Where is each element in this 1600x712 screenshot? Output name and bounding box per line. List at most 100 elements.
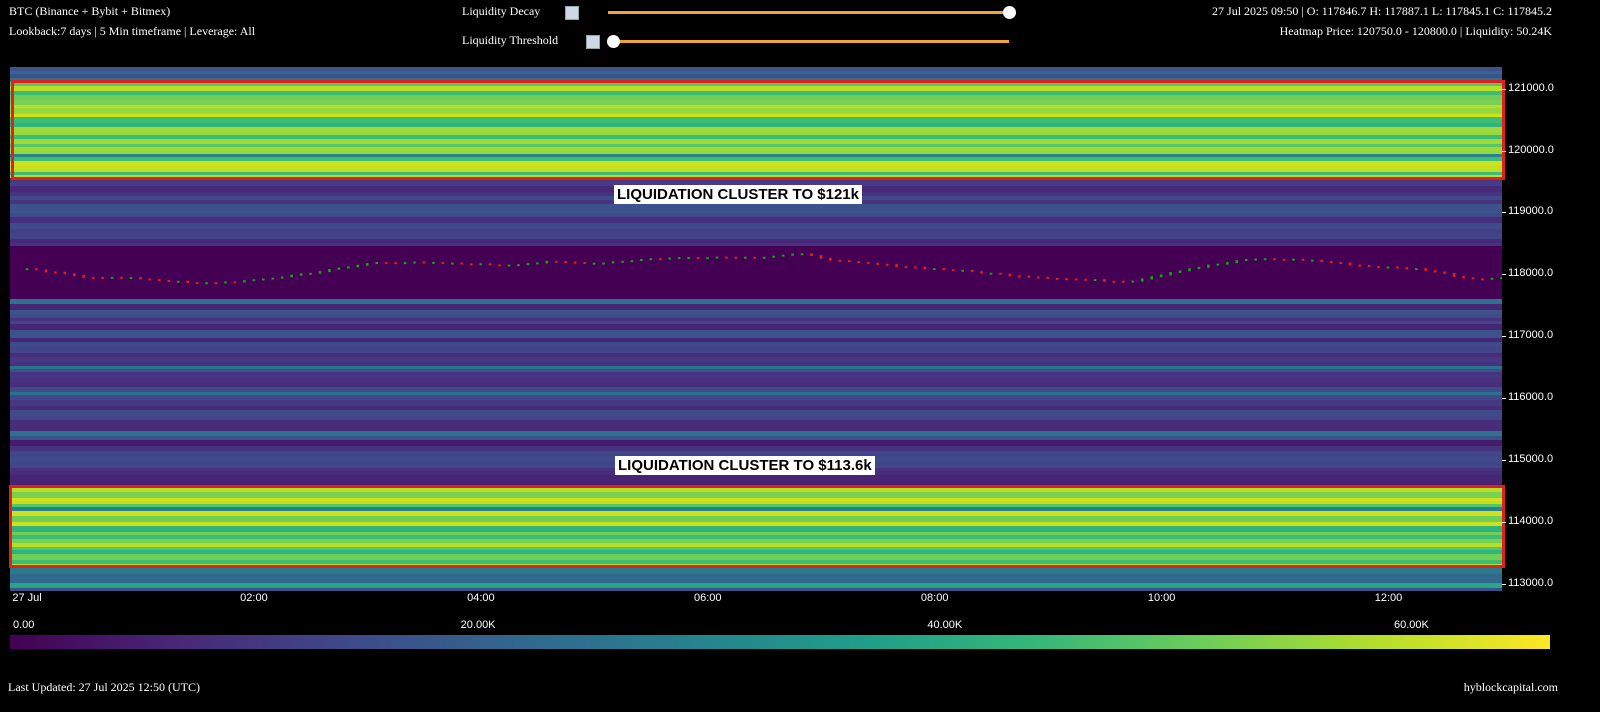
lower-cluster-highlight xyxy=(9,485,1505,568)
candle xyxy=(224,281,227,284)
candle xyxy=(1235,260,1239,264)
liquidity-band xyxy=(10,250,1502,254)
liquidity-band xyxy=(10,568,1502,575)
lower-cluster-label: LIQUIDATION CLUSTER TO $113.6k xyxy=(615,456,875,475)
candle xyxy=(356,264,360,268)
colorbar-tick: 20.00K xyxy=(460,619,496,631)
candle xyxy=(403,262,407,265)
liquidity-band xyxy=(10,356,1502,363)
candle xyxy=(451,262,454,265)
candle xyxy=(876,262,879,265)
candle xyxy=(1207,264,1210,268)
candle xyxy=(696,257,700,260)
candle xyxy=(762,256,766,259)
candle xyxy=(1339,262,1343,265)
candle xyxy=(914,266,917,269)
candle xyxy=(488,263,492,266)
liquidity-band xyxy=(10,157,1502,162)
liquidity-band xyxy=(10,223,1502,230)
liquidity-band xyxy=(10,295,1502,299)
liquidity-band xyxy=(10,117,1502,124)
candle xyxy=(715,256,719,259)
candle xyxy=(1377,266,1380,269)
candle xyxy=(1122,280,1125,283)
candle xyxy=(35,268,38,271)
liquidity-decay-handle[interactable] xyxy=(1003,6,1016,19)
candle xyxy=(1046,276,1050,279)
candle xyxy=(1169,272,1172,276)
liquidity-band xyxy=(10,261,1502,266)
candle xyxy=(271,277,275,280)
liquidity-band xyxy=(10,479,1502,486)
price-candles xyxy=(25,253,1502,285)
liquidity-band xyxy=(10,419,1502,427)
liquidity-band xyxy=(10,309,1502,315)
liquidation-heatmap[interactable] xyxy=(10,67,1502,591)
candle xyxy=(1074,278,1078,281)
liquidity-band xyxy=(10,172,1502,176)
candle xyxy=(82,275,86,278)
candle xyxy=(791,253,794,256)
liquidity-band xyxy=(10,386,1502,393)
candle xyxy=(1282,258,1286,261)
colorbar-tick: 0.00 xyxy=(13,619,35,631)
liquidity-decay-info-icon[interactable] xyxy=(565,6,579,20)
liquidity-band xyxy=(10,559,1502,565)
liquidity-band xyxy=(10,521,1502,527)
chart-settings: Lookback:7 days | 5 Min timeframe | Leve… xyxy=(9,24,256,38)
brand-link[interactable]: hyblockcapital.com xyxy=(1463,680,1558,694)
candle xyxy=(942,268,946,271)
candle xyxy=(668,257,672,260)
candle xyxy=(186,280,189,284)
candle xyxy=(536,262,539,265)
candle xyxy=(1065,278,1068,281)
price-tick: 121000.0 xyxy=(1502,81,1554,94)
liquidity-band xyxy=(10,273,1502,280)
candle xyxy=(1103,279,1106,282)
liquidity-band xyxy=(10,95,1502,101)
candle xyxy=(72,273,76,277)
liquidity-threshold-track[interactable] xyxy=(608,40,1009,43)
liquidity-band xyxy=(10,491,1502,499)
candle xyxy=(885,263,889,266)
liquidity-band xyxy=(10,246,1502,251)
candle xyxy=(1159,274,1163,278)
candle xyxy=(148,278,152,281)
candle xyxy=(195,282,199,285)
liquidity-band xyxy=(10,105,1502,109)
candle xyxy=(129,277,133,280)
candle xyxy=(1131,280,1135,283)
candle xyxy=(866,261,870,264)
price-tick: 114000.0 xyxy=(1501,514,1554,527)
candle xyxy=(347,266,350,269)
liquidity-band xyxy=(10,332,1502,339)
liquidity-band xyxy=(10,549,1502,555)
price-tick: 118000.0 xyxy=(1501,267,1554,280)
candle xyxy=(1301,258,1305,261)
candle xyxy=(91,276,95,279)
last-updated: Last Updated: 27 Jul 2025 12:50 (UTC) xyxy=(8,680,200,694)
candle xyxy=(498,264,501,267)
liquidity-decay-track[interactable] xyxy=(608,11,1009,14)
candle xyxy=(394,262,397,265)
liquidity-threshold-info-icon[interactable] xyxy=(586,35,600,49)
liquidity-band xyxy=(10,86,1502,92)
time-tick: 27 Jul xyxy=(12,592,42,604)
liquidity-band xyxy=(10,234,1502,240)
liquidity-band xyxy=(10,204,1502,209)
candle xyxy=(280,276,284,279)
candle xyxy=(658,258,662,261)
liquidity-threshold-handle[interactable] xyxy=(607,35,620,48)
liquidity-band xyxy=(10,298,1502,300)
liquidity-band xyxy=(10,144,1502,148)
candle xyxy=(819,255,823,259)
candle xyxy=(413,261,416,264)
candle xyxy=(1348,262,1352,266)
candle xyxy=(1292,258,1295,261)
candle xyxy=(1320,259,1324,263)
candle xyxy=(744,256,747,259)
liquidity-band xyxy=(10,574,1502,580)
liquidity-band xyxy=(10,525,1502,533)
price-tick: 119000.0 xyxy=(1501,205,1554,218)
liquidity-band xyxy=(10,67,1502,72)
